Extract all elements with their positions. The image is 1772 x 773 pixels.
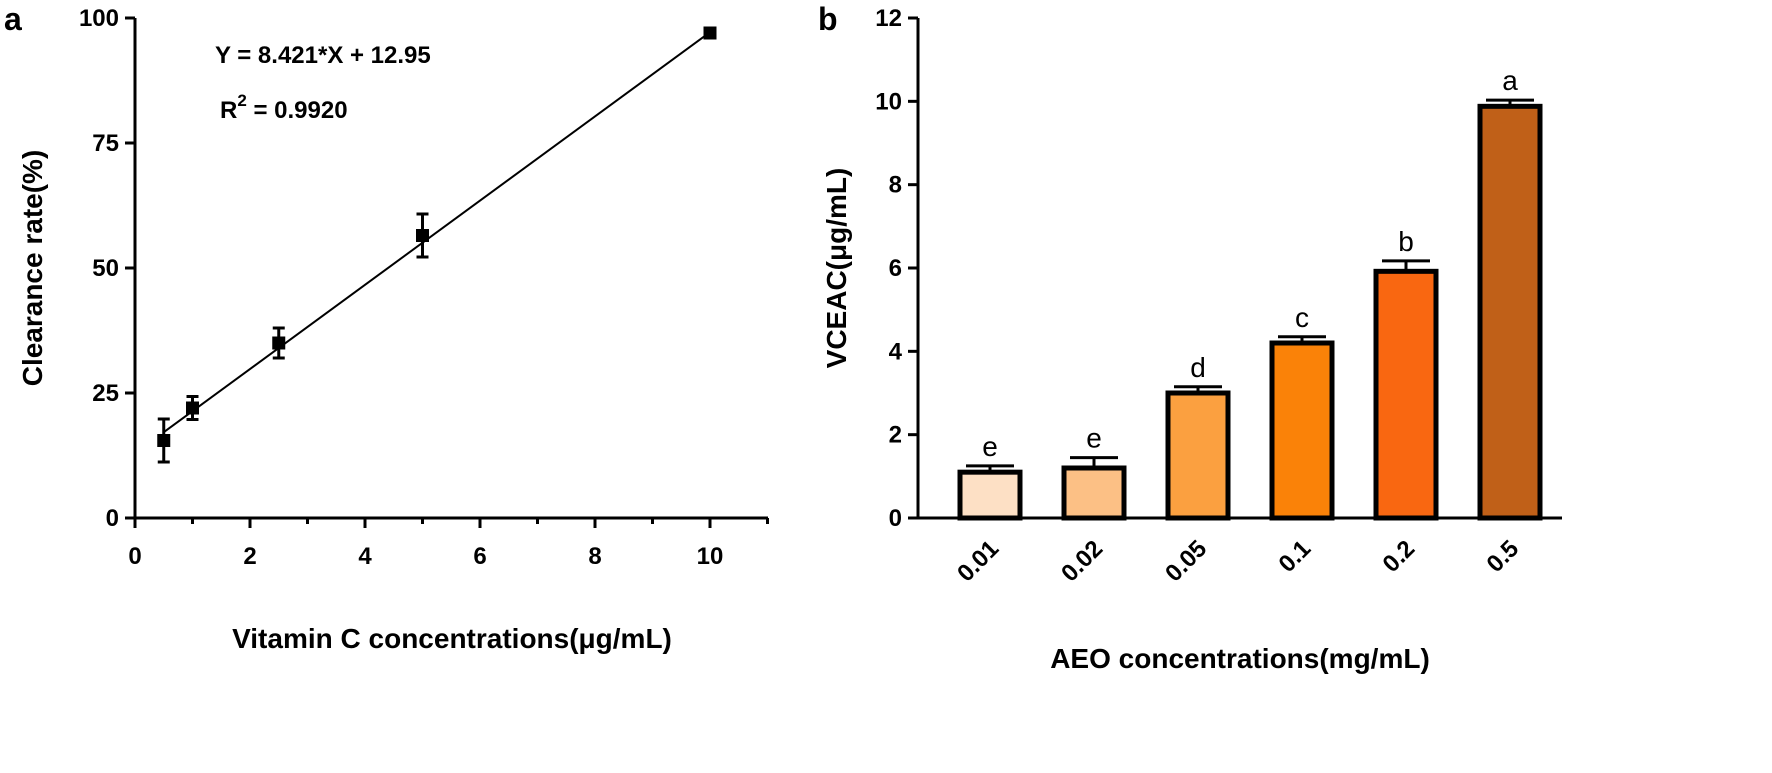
x-tick-label: 0.5 <box>1482 535 1525 578</box>
square-marker <box>703 26 717 40</box>
y-tick-label: 0 <box>889 505 902 532</box>
panel-a-r-squared: R2 = 0.9920 <box>220 91 348 124</box>
significance-letter: c <box>1295 302 1309 333</box>
bar-group: e 0.01 <box>952 431 1023 587</box>
y-tick-label: 4 <box>889 338 903 365</box>
square-marker <box>186 401 199 415</box>
panel-a-regression-line <box>163 31 711 434</box>
bar <box>1269 340 1335 521</box>
bar <box>1061 465 1127 521</box>
panel-a-equation: Y = 8.421*X + 12.95 <box>215 42 431 69</box>
square-marker <box>416 229 429 242</box>
significance-letter: e <box>982 431 998 462</box>
panel-a-y-ticks: 0 25 50 75 100 <box>79 5 135 532</box>
panel-a-data-points <box>157 26 717 464</box>
bar-group: a 0.5 <box>1477 65 1543 578</box>
bar <box>1373 268 1439 521</box>
panel-a-label: a <box>4 1 22 37</box>
x-tick-label: 0.2 <box>1378 535 1421 578</box>
y-tick-label: 0 <box>106 505 119 532</box>
y-tick-label: 2 <box>889 422 902 449</box>
bar-group: d 0.05 <box>1160 352 1231 587</box>
x-tick-label: 0 <box>128 543 141 570</box>
bar <box>1165 390 1231 521</box>
panel-a-x-axis-title: Vitamin C concentrations(μg/mL) <box>232 623 672 654</box>
x-tick-label: 10 <box>697 543 724 570</box>
y-tick-label: 100 <box>79 5 119 32</box>
y-tick-label: 10 <box>875 88 902 115</box>
y-tick-label: 12 <box>875 5 902 32</box>
significance-letter: a <box>1502 65 1518 96</box>
square-marker <box>157 434 171 447</box>
x-tick-label: 0.01 <box>952 535 1004 587</box>
significance-letter: b <box>1398 226 1414 257</box>
x-tick-label: 0.1 <box>1274 535 1317 578</box>
y-tick-label: 75 <box>92 130 119 157</box>
r2-superscript: 2 <box>237 91 246 110</box>
panel-b-bars: e 0.01 e 0.02 d 0.05 c 0.1 b 0.2 a 0.5 <box>952 65 1543 587</box>
data-point <box>416 212 429 259</box>
significance-letter: e <box>1086 423 1102 454</box>
bar-group: b 0.2 <box>1373 226 1439 578</box>
panel-b-label: b <box>818 1 838 37</box>
panel-a-x-ticks: 0 2 4 6 8 10 <box>128 518 769 570</box>
x-tick-label: 2 <box>243 543 256 570</box>
panel-b-y-ticks: 0 2 4 6 8 10 12 <box>875 5 918 532</box>
y-tick-label: 6 <box>889 255 902 282</box>
data-point <box>186 395 199 421</box>
panel-a-y-axis-title: Clearance rate(%) <box>17 150 48 387</box>
r2-value: = 0.9920 <box>247 97 348 124</box>
panel-b-x-axis-title: AEO concentrations(mg/mL) <box>1050 643 1430 674</box>
panel-b-y-axis-title: VCEAC(μg/mL) <box>821 168 852 369</box>
x-tick-label: 6 <box>473 543 486 570</box>
data-point <box>703 26 717 40</box>
x-tick-label: 0.02 <box>1056 535 1108 587</box>
x-tick-label: 4 <box>358 543 372 570</box>
y-tick-label: 50 <box>92 255 119 282</box>
square-marker <box>272 336 286 350</box>
bar <box>1477 103 1543 521</box>
bar <box>957 469 1023 521</box>
r2-label: R <box>220 97 237 124</box>
x-tick-label: 8 <box>588 543 601 570</box>
panel-a-scatter-chart: a 0 25 50 75 100 0 2 4 6 8 10 Y = 8.421*X + 12.95… <box>4 1 769 654</box>
bar-group: e 0.02 <box>1056 423 1127 587</box>
data-point <box>157 417 171 464</box>
y-tick-label: 8 <box>889 172 902 199</box>
y-tick-label: 25 <box>92 380 119 407</box>
data-point <box>272 326 286 360</box>
x-tick-label: 0.05 <box>1160 535 1212 587</box>
bar-group: c 0.1 <box>1269 302 1335 578</box>
significance-letter: d <box>1190 352 1206 383</box>
